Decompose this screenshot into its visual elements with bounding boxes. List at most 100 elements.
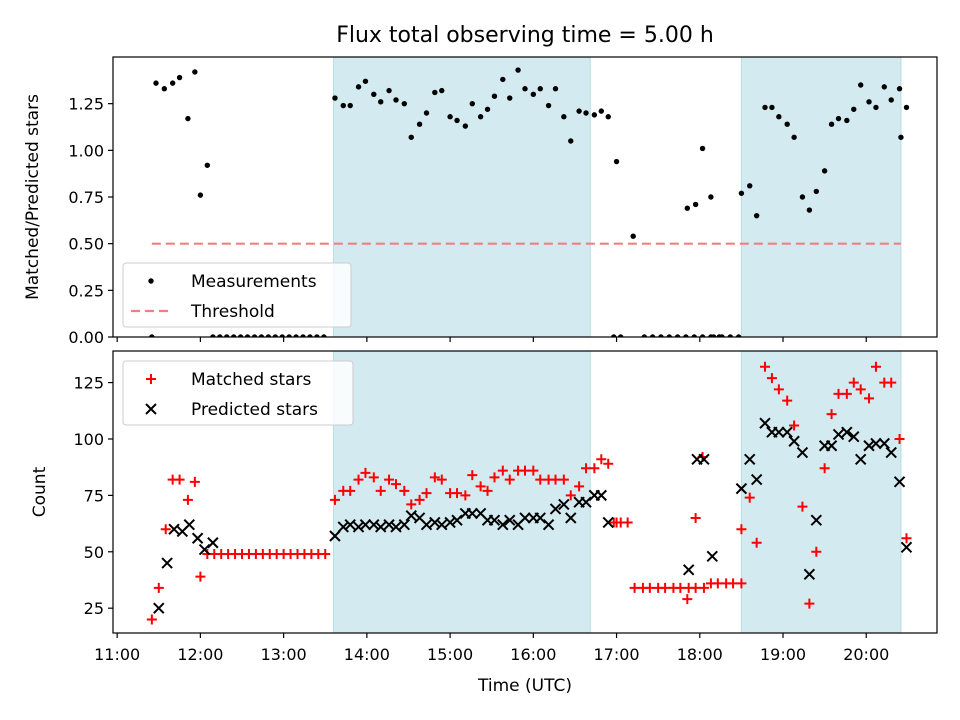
x-tick-label: 13:00 <box>261 645 307 664</box>
measurement-point <box>828 121 835 127</box>
predicted-star-point <box>750 473 763 486</box>
predicted-star-point <box>161 557 173 569</box>
matched-star-point <box>596 454 607 465</box>
matched-star-point <box>384 474 395 485</box>
matched-star-point <box>736 578 747 589</box>
predicted-star-point <box>183 519 196 531</box>
predicted-star-point <box>451 514 463 526</box>
predicted-star-point <box>207 537 219 549</box>
measurement-point <box>552 86 559 92</box>
matched-star-point <box>894 433 905 444</box>
matched-star-point <box>841 388 852 399</box>
matched-star-point <box>574 481 585 492</box>
measurement-point <box>378 99 384 105</box>
measurement-point <box>769 104 775 111</box>
matched-star-point <box>489 472 500 483</box>
observing-window-shade <box>740 56 902 338</box>
y-tick-label: 0.25 <box>68 281 104 300</box>
matched-star-point <box>429 472 440 483</box>
matched-star-point <box>744 492 755 503</box>
predicted-star-point <box>549 503 562 515</box>
measurement-point <box>192 69 198 75</box>
legend-entry-label: Threshold <box>190 302 275 322</box>
measurement-point <box>598 108 604 114</box>
measurement-point <box>340 102 346 109</box>
predicted-star-point <box>565 512 577 524</box>
measurement-point <box>224 334 230 337</box>
predicted-star-point <box>329 530 341 542</box>
predicted-star-point <box>595 489 608 502</box>
matched-star-point <box>864 393 875 404</box>
predicted-star-point <box>682 564 695 576</box>
measurement-point <box>618 334 624 337</box>
measurement-point <box>776 114 782 120</box>
measurement-point <box>469 100 475 107</box>
measurement-point <box>903 104 910 111</box>
measurement-point <box>537 86 543 92</box>
matched-star-point <box>368 472 379 483</box>
matched-star-point <box>160 524 171 535</box>
matched-star-point <box>736 524 747 535</box>
measurement-point <box>362 78 369 84</box>
predicted-star-point <box>759 417 771 429</box>
measurement-point <box>611 334 617 337</box>
measurement-point <box>658 334 664 337</box>
measurement-point <box>851 106 857 112</box>
predicted-star-point <box>436 519 448 531</box>
matched-star-point <box>460 490 471 501</box>
measurement-point <box>447 114 453 120</box>
matched-star-point <box>146 614 157 625</box>
plot-area <box>149 67 910 337</box>
measurement-point <box>674 334 681 337</box>
matched-star-point <box>497 465 508 476</box>
chart-title: Flux total observing time = 5.00 h <box>336 23 714 48</box>
y-tick-label: 0.00 <box>68 328 104 347</box>
matched-star-point <box>589 463 600 474</box>
measurement-point <box>545 102 552 109</box>
predicted-star-point <box>558 498 570 511</box>
measurement-point <box>791 134 797 140</box>
measurement-point <box>568 138 574 144</box>
predicted-star-point <box>810 514 823 526</box>
matched-star-point <box>436 474 447 485</box>
measurement-point <box>630 233 636 239</box>
y-tick-label: 1.25 <box>68 95 104 114</box>
measurement-point <box>844 117 850 124</box>
measurement-point <box>251 334 258 337</box>
legend-marker-cross <box>145 403 157 415</box>
y-axis-label: Count <box>30 466 50 517</box>
predicted-star-point <box>773 426 785 438</box>
matched-star-point <box>819 463 830 474</box>
measurement-point <box>684 205 691 211</box>
measurement-point <box>314 334 320 337</box>
matched-star-point <box>182 494 193 505</box>
measurement-point <box>666 334 672 337</box>
predicted-star-point <box>168 523 180 535</box>
matched-star-point <box>189 476 200 487</box>
y-tick-label: 25 <box>84 599 104 618</box>
matched-star-point <box>475 481 486 492</box>
predicted-star-point <box>542 519 555 531</box>
measurement-point <box>355 84 362 90</box>
y-tick-label: 100 <box>73 430 104 449</box>
measurement-point <box>561 114 567 120</box>
measurement-point <box>641 334 647 337</box>
predicted-star-point <box>497 519 509 531</box>
matched-star-point <box>195 571 206 582</box>
predicted-star-point <box>359 519 372 531</box>
predicted-star-point <box>854 453 867 465</box>
matched-star-point <box>766 373 777 384</box>
measurement-point <box>898 134 904 140</box>
legend-marker-dot <box>148 278 154 284</box>
measurement-point <box>515 67 521 73</box>
predicted-star-point <box>832 428 845 441</box>
predicted-star-point <box>198 543 211 556</box>
measurement-point <box>197 192 204 198</box>
axes-frame <box>112 350 938 634</box>
matched-star-point <box>467 470 478 481</box>
count-panel: 25 50 75 100 125 11:00 12:00 13:00 14:00 15:00 16:… <box>30 350 938 664</box>
predicted-star-point <box>390 521 402 533</box>
ratio-panel: 0.00 0.25 0.50 0.75 1.00 1.25 Matched/Predicte… <box>23 56 938 347</box>
measurement-point <box>279 334 285 337</box>
matched-star-point <box>329 494 340 505</box>
